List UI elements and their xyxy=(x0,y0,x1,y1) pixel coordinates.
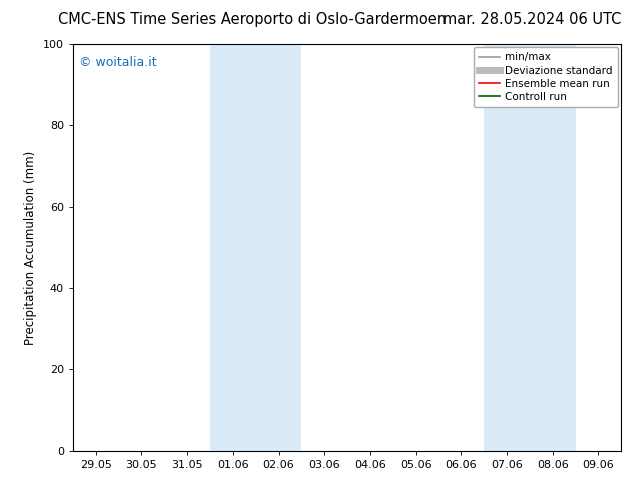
Y-axis label: Precipitation Accumulation (mm): Precipitation Accumulation (mm) xyxy=(24,150,37,344)
Bar xyxy=(484,44,576,451)
Bar xyxy=(210,44,301,451)
Legend: min/max, Deviazione standard, Ensemble mean run, Controll run: min/max, Deviazione standard, Ensemble m… xyxy=(474,47,618,107)
Text: mar. 28.05.2024 06 UTC: mar. 28.05.2024 06 UTC xyxy=(443,12,621,27)
Text: © woitalia.it: © woitalia.it xyxy=(79,56,157,69)
Text: CMC-ENS Time Series Aeroporto di Oslo-Gardermoen: CMC-ENS Time Series Aeroporto di Oslo-Ga… xyxy=(58,12,446,27)
